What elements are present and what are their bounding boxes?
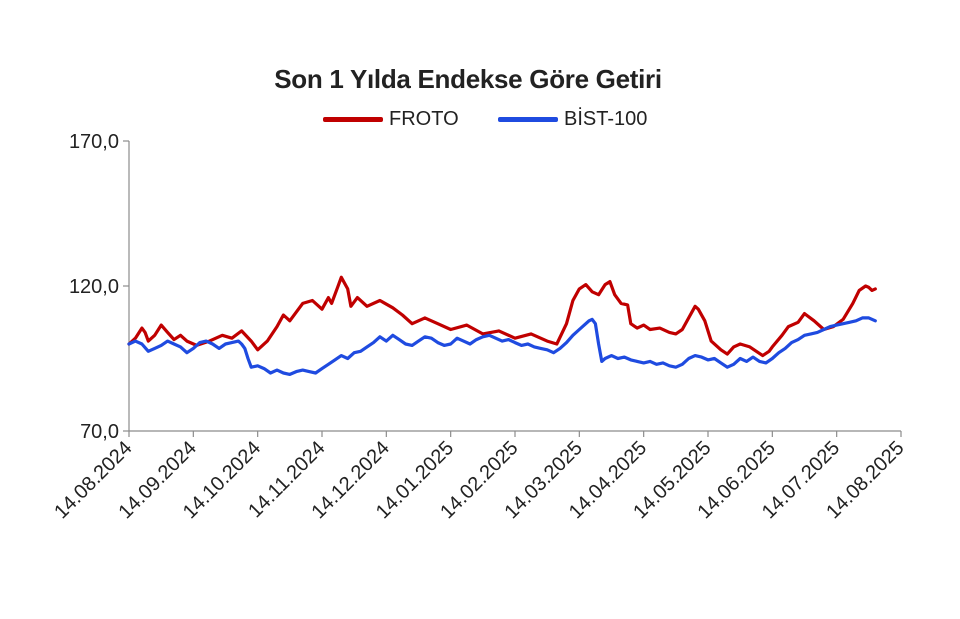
legend-item-bist100: BİST-100 (498, 108, 647, 131)
legend-swatch-bist100 (498, 117, 558, 122)
legend: FROTO BİST-100 (0, 108, 960, 136)
y-tick-label: 120,0 (69, 276, 119, 298)
y-tick-label: 170,0 (69, 131, 119, 153)
legend-item-froto: FROTO (323, 108, 459, 131)
legend-label-bist100: BİST-100 (564, 108, 648, 130)
chart-title: Son 1 Yılda Endekse Göre Getiri (274, 64, 662, 94)
legend-swatch-froto (323, 117, 383, 122)
y-tick-label: 70,0 (80, 421, 119, 443)
series-line-bist100 (127, 316, 877, 376)
series-line-froto (127, 275, 877, 358)
legend-label-froto: FROTO (389, 108, 459, 130)
